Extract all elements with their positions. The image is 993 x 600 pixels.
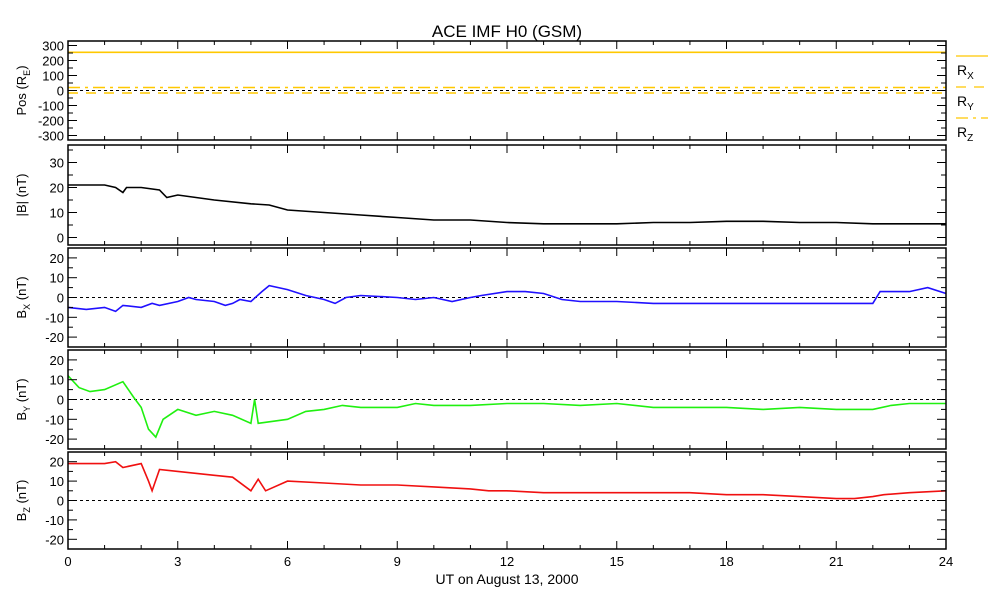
y-tick-label: 30 [50,156,64,171]
y-tick-label: 0 [57,393,64,408]
y-tick-label: 200 [42,54,64,69]
panel-by: 20 10 0 -10 -20 BY (nT) [14,349,947,450]
legend-label: RY [957,93,974,113]
y-tick-label: 300 [42,39,64,54]
y-tick-label: 0 [57,494,64,509]
x-tick-label: 24 [939,554,953,569]
series-line-bz-0 [68,460,947,500]
x-tick-label: 18 [719,554,733,569]
panel-bz: 20 10 0 -10 -20 BZ (nT) 0 3 6 9 12 15 18 21 24 [14,451,953,569]
y-tick-label: -10 [45,310,64,325]
x-tick-label: 3 [174,554,181,569]
y-tick-label: 20 [50,251,64,266]
series-line-bmag-0 [68,184,946,225]
x-tick-label: 15 [610,554,624,569]
x-axis-label: UT on August 13, 2000 [436,571,579,587]
y-tick-label: 10 [50,474,64,489]
series-line-by-0 [67,375,946,439]
y-tick-label: 0 [57,231,64,246]
y-tick-label: -300 [38,129,64,144]
y-axis-label-bx: BX (nT) [14,276,32,318]
x-tick-label: 9 [394,554,401,569]
panel-bx: 20 10 0 -10 -20 BX (nT) [14,247,947,348]
y-tick-label: -20 [45,432,64,447]
y-axis-label-bmag: |B| (nT) [14,174,29,217]
y-tick-label: 10 [50,271,64,286]
y-tick-label: -10 [45,513,64,528]
x-tick-label: 6 [284,554,291,569]
y-axis-label-bz: BZ (nT) [14,480,32,522]
x-tick-label: 21 [829,554,843,569]
y-axis-label-pos: Pos (RE) [14,65,32,115]
y-tick-label: 20 [50,353,64,368]
chart-title: ACE IMF H0 (GSM) [432,22,582,41]
x-tick-label: 0 [64,554,71,569]
y-tick-label: 0 [57,291,64,306]
y-tick-label: 0 [57,84,64,99]
legend-label: RZ [957,124,973,144]
y-tick-label: -20 [45,532,64,547]
panel-frame [67,144,947,246]
y-tick-label: 100 [42,69,64,84]
y-tick-label: -100 [38,99,64,114]
panel-bmag: 30 20 10 0 |B| (nT) [14,144,947,246]
y-tick-label: 20 [50,455,64,470]
y-tick-label: -20 [45,330,64,345]
y-tick-label: -10 [45,412,64,427]
legend-label: RX [957,62,974,82]
y-tick-label: 10 [50,373,64,388]
y-tick-label: 10 [50,206,64,221]
y-tick-label: -200 [38,114,64,129]
y-tick-label: 20 [50,181,64,196]
series-line-bx-0 [67,284,947,313]
y-axis-label-by: BY (nT) [14,378,32,420]
x-tick-label: 12 [500,554,514,569]
